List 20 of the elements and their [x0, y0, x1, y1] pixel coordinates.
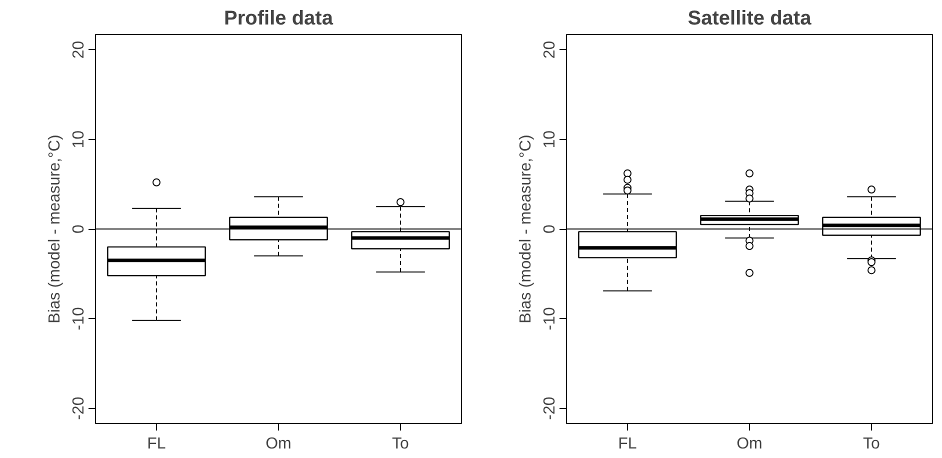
y-tick-label: -20: [542, 396, 558, 420]
chart-title: Satellite data: [688, 8, 812, 30]
x-tick-label: To: [863, 436, 880, 452]
y-tick-label: 10: [542, 130, 558, 148]
y-axis-title: Bias (model - measure,°C): [518, 134, 534, 324]
x-tick-label: FL: [618, 436, 637, 452]
y-tick-label: 10: [70, 130, 88, 148]
y-tick-label: 20: [70, 40, 88, 59]
y-tick-label: -20: [70, 396, 88, 420]
y-tick-label: -10: [542, 306, 558, 330]
x-tick-label: Om: [266, 436, 292, 452]
y-tick-label: 20: [542, 40, 558, 59]
x-tick-label: FL: [147, 436, 166, 452]
y-tick-label: 0: [70, 224, 88, 234]
y-tick-label: 0: [542, 224, 558, 234]
x-tick-label: Om: [736, 436, 762, 452]
y-axis-title: Bias (model - measure,°C): [46, 134, 64, 324]
chart-title: Profile data: [224, 8, 334, 30]
x-tick-label: To: [392, 436, 410, 452]
y-tick-label: -10: [70, 306, 88, 330]
